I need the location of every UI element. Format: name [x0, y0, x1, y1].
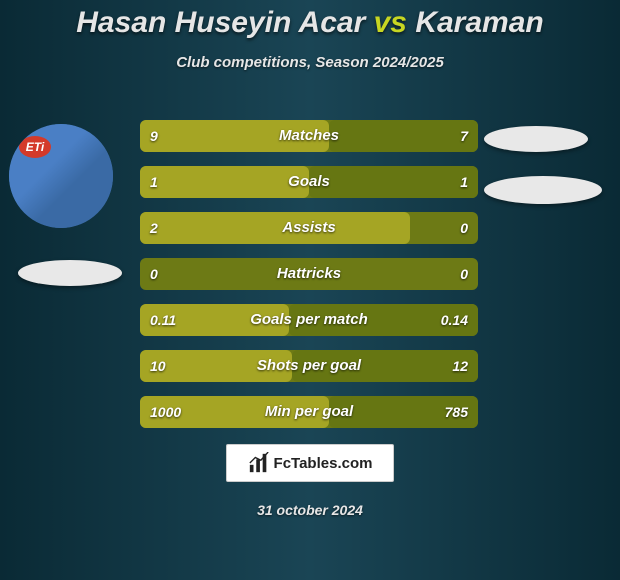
- stat-row: 11Goals: [140, 166, 478, 198]
- stat-value-left: 2: [150, 212, 158, 244]
- player-name-pill-left: [18, 260, 122, 286]
- stat-row: 1000785Min per goal: [140, 396, 478, 428]
- subtitle: Club competitions, Season 2024/2025: [0, 54, 620, 71]
- bar-left: [140, 166, 309, 198]
- bar-right: [329, 120, 478, 152]
- stat-value-right: 0.14: [441, 304, 468, 336]
- stat-value-right: 12: [452, 350, 468, 382]
- stat-label: Hattricks: [140, 258, 478, 290]
- stat-value-left: 0.11: [150, 304, 176, 336]
- jersey-logo: ETi: [19, 136, 51, 158]
- stat-value-left: 10: [150, 350, 166, 382]
- title-left: Hasan Huseyin Acar: [76, 6, 365, 39]
- stat-value-left: 9: [150, 120, 158, 152]
- stat-value-left: 0: [150, 258, 158, 290]
- bar-right: [292, 350, 478, 382]
- comparison-chart: 97Matches11Goals20Assists00Hattricks0.11…: [140, 120, 478, 442]
- stat-value-left: 1: [150, 166, 158, 198]
- bar-left: [140, 212, 410, 244]
- avatar-left: ETi: [9, 124, 113, 228]
- fctables-label: FcTables.com: [274, 455, 373, 472]
- stat-value-right: 785: [445, 396, 468, 428]
- page-title: Hasan Huseyin Acar vs Karaman: [0, 0, 620, 40]
- title-vs: vs: [374, 6, 407, 39]
- player-name-pill-right-2: [484, 176, 602, 204]
- stat-row: 0 0Hattricks: [140, 258, 478, 290]
- stat-value-right: 7: [460, 120, 468, 152]
- fctables-badge: FcTables.com: [226, 444, 394, 482]
- bar-right: [309, 166, 478, 198]
- stat-row: 20Assists: [140, 212, 478, 244]
- stat-value-left: 1000: [150, 396, 181, 428]
- stat-row: 0.110.14Goals per match: [140, 304, 478, 336]
- stat-value-right: 0: [460, 212, 468, 244]
- date-line: 31 october 2024: [0, 502, 620, 518]
- chart-icon: [248, 452, 270, 474]
- stat-row: 97Matches: [140, 120, 478, 152]
- stat-row: 1012Shots per goal: [140, 350, 478, 382]
- stat-value-right: 0: [460, 258, 468, 290]
- bar-left: [140, 120, 329, 152]
- player-name-pill-right-1: [484, 126, 588, 152]
- title-right: Karaman: [415, 6, 543, 39]
- stat-value-right: 1: [460, 166, 468, 198]
